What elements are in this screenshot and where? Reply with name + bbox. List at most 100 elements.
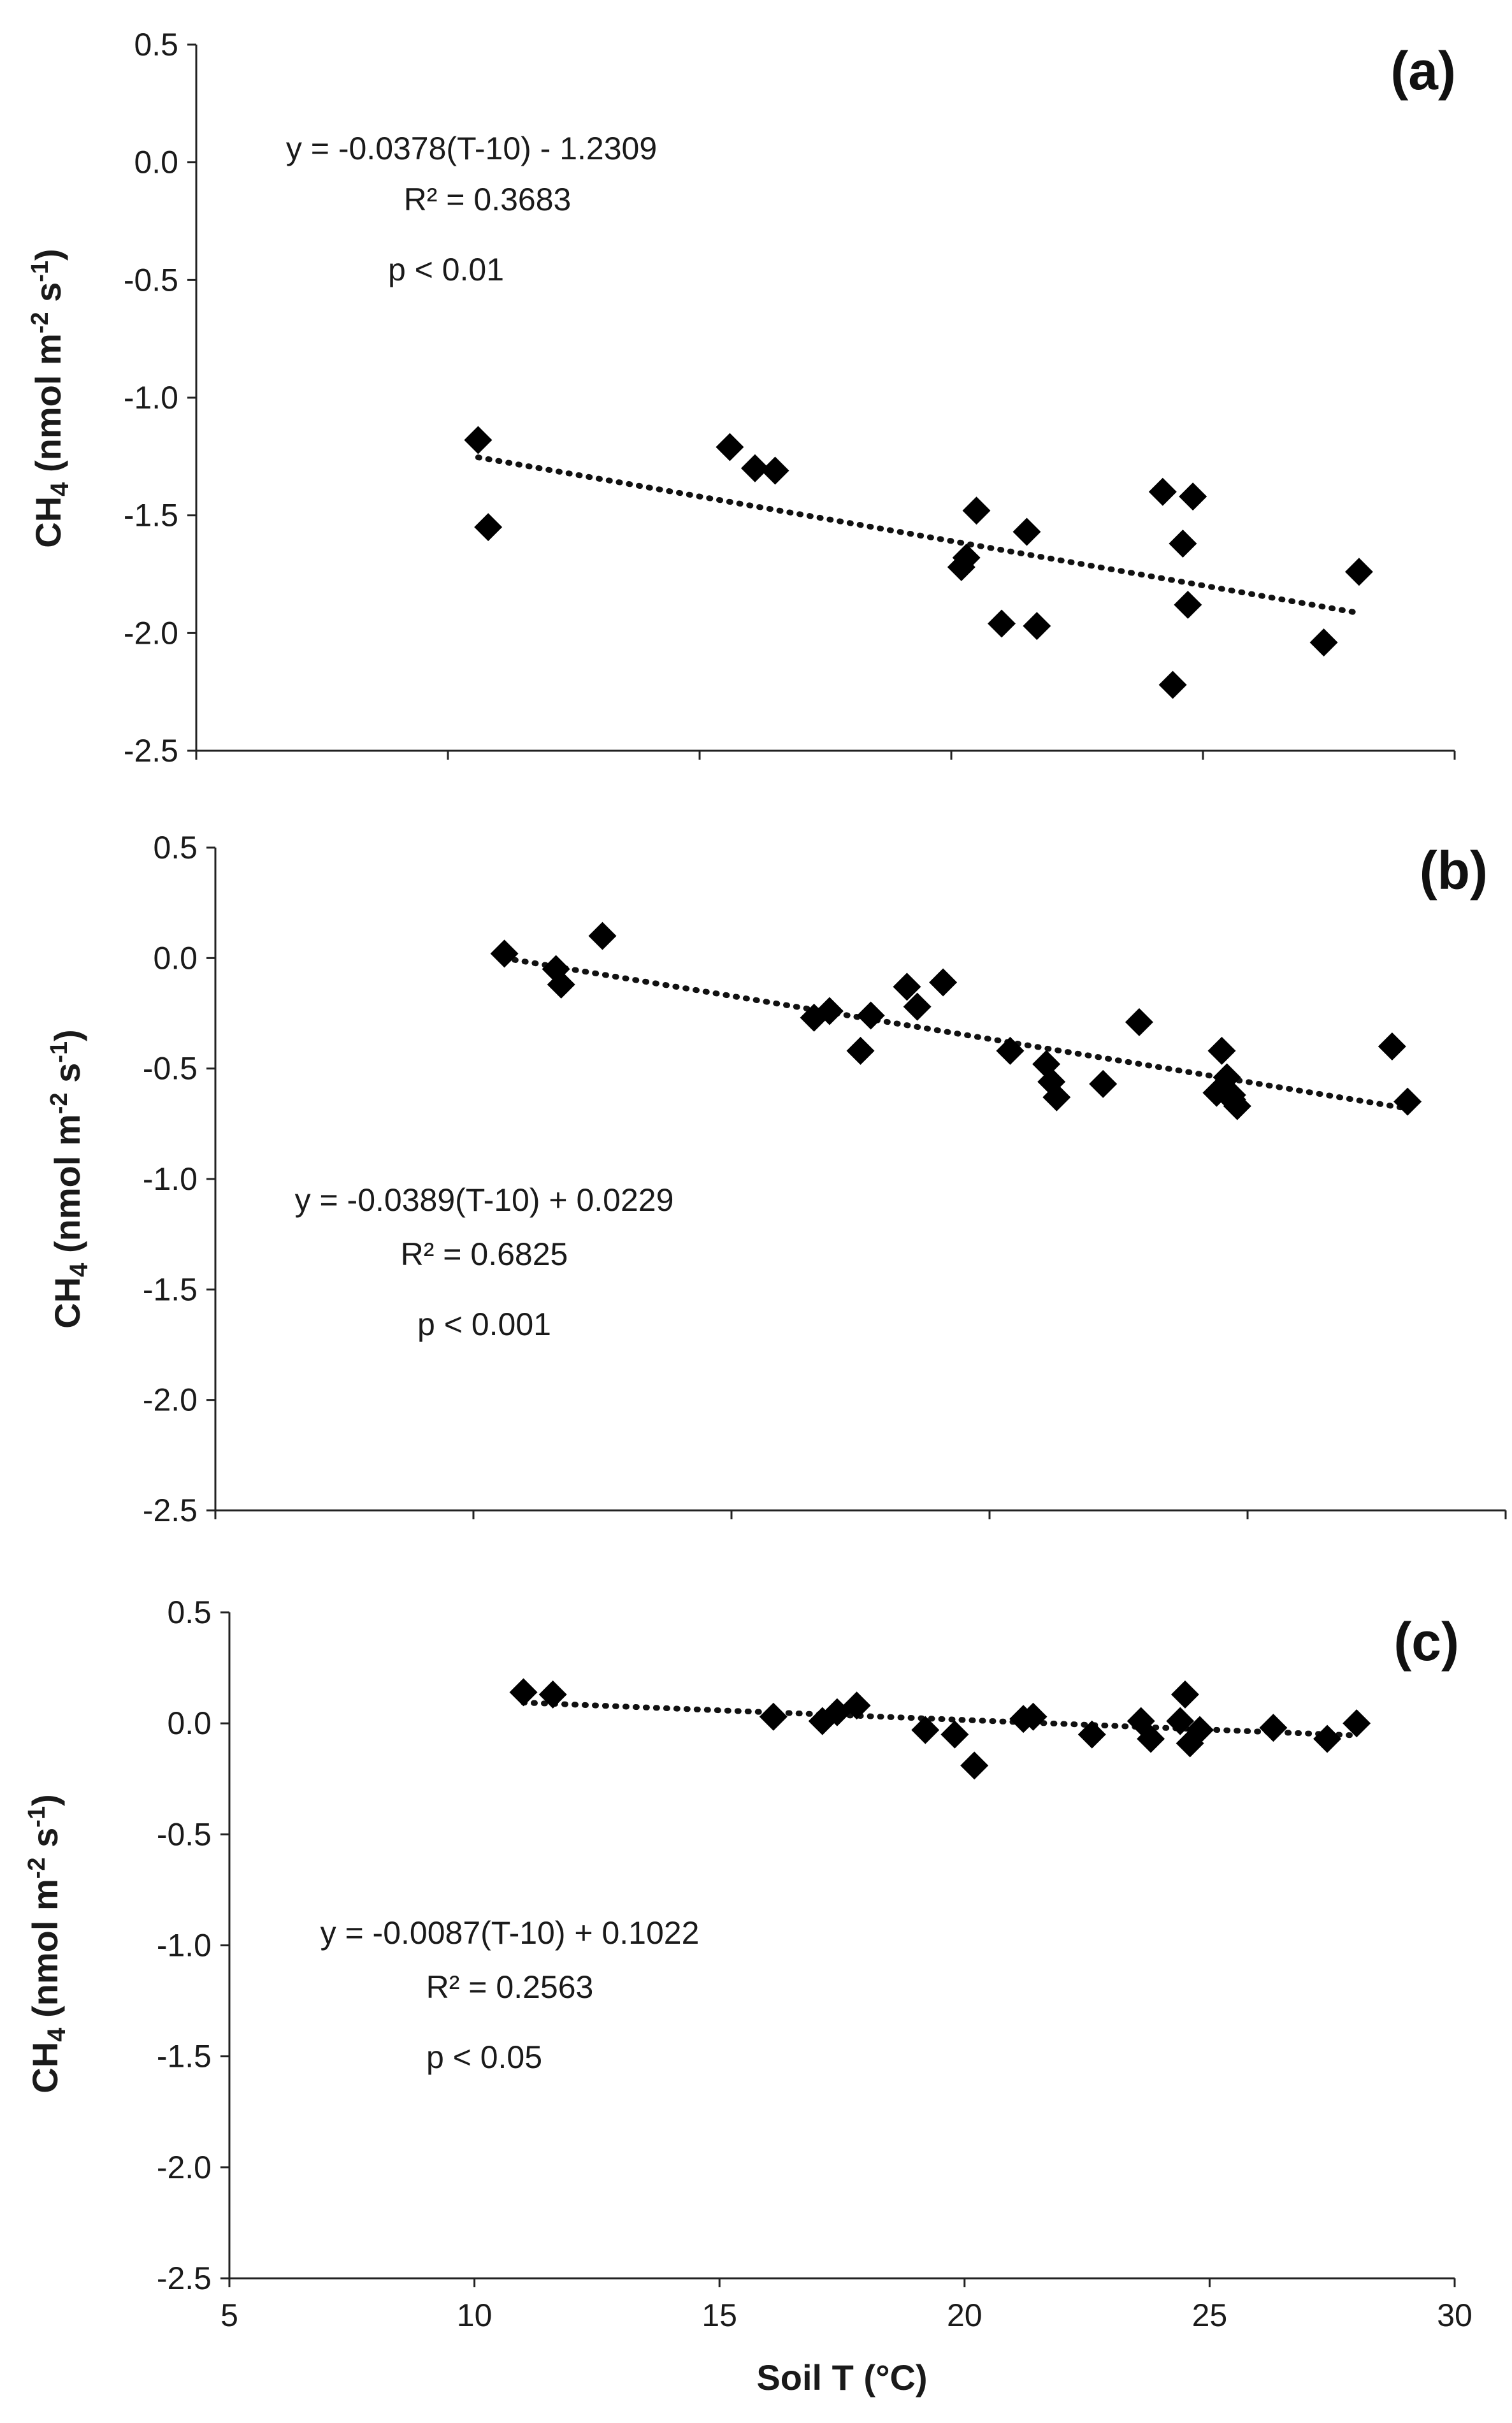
data-point	[1259, 1714, 1288, 1742]
x-tick-label: 15	[702, 2297, 737, 2333]
y-tick-label: -2.0	[157, 2150, 212, 2185]
y-axis-label-part: s	[25, 1828, 65, 1858]
y-axis-label-part: -1	[46, 1041, 73, 1063]
y-axis-label-part: 4	[46, 482, 74, 496]
r-squared-label: R² = 0.6825	[401, 1236, 568, 1272]
data-point	[815, 997, 844, 1025]
panel-b: 0.5 0.0 -0.5 -1.0 -1.5 -2.0 -2.5 CH4 (nmol m-2 …	[46, 830, 1507, 1528]
x-tick-label: 5	[220, 2297, 238, 2333]
y-tick-label: -0.5	[143, 1051, 198, 1087]
y-tick-label: 0.5	[167, 1595, 212, 1630]
data-point	[1179, 482, 1207, 511]
y-axis-label: CH4 (nmol m-2 s-1)	[46, 1029, 93, 1328]
data-point	[1393, 1087, 1422, 1116]
data-point	[960, 1751, 989, 1780]
y-axis-label-part: CH	[47, 1277, 87, 1329]
y-tick-label: 0.0	[134, 145, 178, 180]
data-point	[903, 992, 932, 1021]
y-tick-label: -1.0	[143, 1161, 198, 1197]
y-tick-label: 0.0	[153, 940, 198, 976]
r-squared-label: R² = 0.2563	[426, 1969, 594, 2005]
y-tick-label: -2.5	[143, 1493, 198, 1528]
data-point	[716, 433, 744, 461]
p-value-label: p < 0.001	[417, 1306, 551, 1342]
data-point	[1042, 1083, 1071, 1111]
data-point	[1089, 1069, 1118, 1098]
y-axis-label-part: 4	[43, 2027, 71, 2042]
data-point	[1313, 1725, 1342, 1753]
y-tick-label: -2.5	[124, 733, 178, 769]
data-point	[740, 454, 769, 482]
data-point	[490, 939, 519, 968]
data-point	[1125, 1008, 1153, 1036]
y-axis-label-part: -2	[24, 1857, 50, 1879]
data-point	[1174, 591, 1202, 619]
data-point	[1137, 1725, 1165, 1753]
panel-label: (c)	[1393, 1612, 1459, 1672]
y-axis-label-part: -1	[24, 1806, 50, 1828]
data-point	[1343, 1709, 1371, 1738]
panel-label: (b)	[1420, 841, 1488, 900]
p-value-label: p < 0.05	[426, 2039, 542, 2075]
data-point	[929, 968, 958, 997]
data-point	[1148, 477, 1177, 506]
y-axis-label-part: (nmol m	[28, 333, 68, 482]
data-point	[1169, 529, 1197, 558]
y-tick-label: 0.0	[167, 1705, 212, 1741]
data-point	[1344, 558, 1373, 586]
regression-equation: y = -0.0378(T-10) - 1.2309	[286, 131, 657, 166]
data-point	[962, 496, 991, 525]
data-point	[952, 544, 981, 572]
trend-line	[501, 955, 1411, 1111]
data-point	[842, 1691, 871, 1720]
y-tick-label: -0.5	[124, 262, 178, 298]
data-point	[996, 1036, 1025, 1065]
x-axis-label: Soil T (°C)	[756, 2357, 927, 2398]
data-point	[856, 1001, 885, 1030]
r-squared-label: R² = 0.3683	[404, 182, 572, 217]
data-point	[911, 1716, 940, 1744]
y-axis-label: CH4 (nmol m-2 s-1)	[24, 1794, 71, 2093]
data-point	[1012, 517, 1041, 546]
y-tick-label: -2.0	[124, 615, 178, 651]
y-axis-label-part: 4	[65, 1262, 93, 1277]
data-point	[1309, 628, 1338, 657]
data-point	[759, 1702, 788, 1731]
data-point	[588, 922, 617, 950]
regression-equation: y = -0.0087(T-10) + 0.1022	[320, 1915, 700, 1951]
data-point	[1207, 1036, 1236, 1065]
y-tick-label: -1.5	[157, 2039, 212, 2074]
y-tick-label: 0.5	[134, 27, 178, 62]
y-tick-label: -1.5	[143, 1271, 198, 1307]
y-axis-label-part: s	[47, 1063, 87, 1093]
panel-a: 0.5 0.0 -0.5 -1.0 -1.5 -2.0 -2.5 CH4 (nmol m-2 …	[27, 27, 1456, 769]
data-point	[1170, 1680, 1199, 1709]
y-axis-label-part: (nmol m	[47, 1114, 87, 1262]
x-tick-label: 30	[1437, 2297, 1472, 2333]
y-tick-label: -1.0	[157, 1928, 212, 1964]
y-tick-label: -1.5	[124, 498, 178, 533]
data-point	[1218, 1081, 1246, 1110]
data-point	[547, 970, 575, 999]
x-tick-label: 25	[1192, 2297, 1228, 2333]
y-axis-label-part: CH	[28, 496, 68, 548]
data-point	[988, 609, 1016, 638]
y-tick-label: -1.0	[124, 380, 178, 416]
y-axis-label-part: -2	[27, 312, 54, 333]
y-axis-label-part: (nmol m	[25, 1879, 65, 2027]
data-point	[1019, 1702, 1048, 1731]
p-value-label: p < 0.01	[388, 252, 504, 287]
panel-label: (a)	[1390, 41, 1456, 101]
y-axis-label-part: )	[47, 1029, 87, 1041]
data-point	[1077, 1720, 1106, 1749]
y-tick-label: -0.5	[157, 1816, 212, 1852]
data-point	[509, 1678, 538, 1707]
y-tick-label: -2.0	[143, 1382, 198, 1418]
y-axis-label-part: CH	[25, 2042, 65, 2094]
data-point	[1186, 1716, 1214, 1744]
x-tick-label: 20	[947, 2297, 983, 2333]
trend-line	[475, 454, 1362, 616]
data-point	[1023, 612, 1051, 640]
y-axis-label-part: s	[28, 282, 68, 312]
data-point	[538, 1680, 567, 1709]
